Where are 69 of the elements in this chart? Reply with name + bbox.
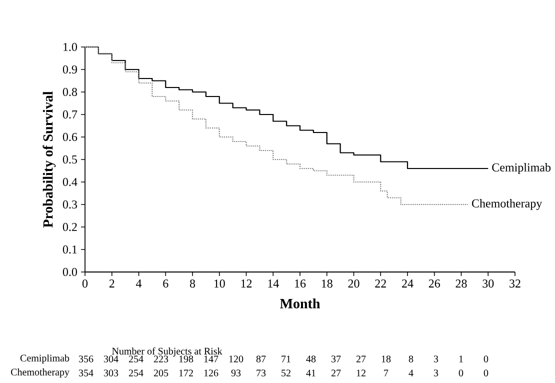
text: 27 xyxy=(331,370,341,376)
text: 73 xyxy=(256,370,266,376)
text: 223 xyxy=(154,356,168,362)
text: 198 xyxy=(179,356,194,362)
y-tick-label: 0.4 xyxy=(62,178,78,186)
x-tick-label: 24 xyxy=(402,280,414,288)
y-tick-label: 0.3 xyxy=(62,200,78,209)
x-tick-label: 18 xyxy=(322,280,332,288)
text: 304 xyxy=(104,356,118,362)
y-tick-label: 0.0 xyxy=(62,268,78,276)
text: Chemotherapy xyxy=(11,368,70,378)
text: Cemiplimab xyxy=(20,354,70,364)
y-tick-label: 0.5 xyxy=(62,155,78,164)
x-tick-label: 4 xyxy=(136,280,142,288)
text: 41 xyxy=(306,370,316,376)
x-axis-title: Month xyxy=(280,298,320,308)
x-tick-label: 2 xyxy=(109,280,114,288)
text: 147 xyxy=(204,356,218,362)
y-tick-label: 1.0 xyxy=(64,42,78,52)
text: 0 xyxy=(484,370,488,376)
x-tick-label: 30 xyxy=(482,280,494,288)
text: Number of Subjects at Risk xyxy=(112,347,222,357)
text: 4 xyxy=(408,370,414,376)
y-tick-label: 0.2 xyxy=(62,222,77,232)
text: 356 xyxy=(78,356,94,362)
text: 87 xyxy=(256,356,266,362)
x-tick-label: 32 xyxy=(510,280,520,288)
x-tick-label: 28 xyxy=(456,280,467,288)
text: 126 xyxy=(204,370,218,376)
text: 71 xyxy=(282,356,290,362)
text: 7 xyxy=(384,370,388,376)
x-tick-label: 0 xyxy=(82,280,88,288)
x-tick-label: 22 xyxy=(375,280,386,288)
x-tick-label: 26 xyxy=(428,280,440,288)
text: 1 xyxy=(459,356,463,362)
text: 3 xyxy=(434,356,438,362)
text: 3 xyxy=(434,370,438,376)
text: 254 xyxy=(128,356,144,362)
text: 0 xyxy=(458,370,464,376)
text: 37 xyxy=(331,356,341,362)
x-tick-label: 20 xyxy=(348,280,360,288)
x-tick-label: 8 xyxy=(190,280,196,288)
y-tick-label: 0.6 xyxy=(62,132,78,142)
text: 8 xyxy=(408,356,414,362)
x-tick-label: 6 xyxy=(163,280,168,288)
text: 0 xyxy=(484,356,488,362)
text: 27 xyxy=(356,356,366,362)
x-tick-label: 16 xyxy=(295,280,306,288)
y-axis-title: Probability of Survival xyxy=(42,91,56,228)
x-tick-label: 14 xyxy=(268,280,279,288)
text: 303 xyxy=(104,370,118,376)
text: 18 xyxy=(382,356,391,362)
y-tick-label: 0.1 xyxy=(62,245,77,254)
text: 354 xyxy=(78,370,94,376)
text: 52 xyxy=(282,370,290,376)
text: 172 xyxy=(179,370,193,376)
text: 254 xyxy=(128,370,144,376)
series-label: Cemiplimab xyxy=(492,163,551,174)
series-label: Chemotherapy xyxy=(472,199,542,210)
y-tick-label: 0.8 xyxy=(62,88,78,96)
text: 12 xyxy=(356,370,366,376)
x-tick-label: 10 xyxy=(214,280,225,288)
y-tick-label: 0.7 xyxy=(62,110,78,119)
text: 205 xyxy=(154,370,168,376)
text: 120 xyxy=(229,356,244,362)
text: 93 xyxy=(231,370,241,376)
x-tick-label: 12 xyxy=(241,280,252,288)
text: 48 xyxy=(306,356,316,362)
y-tick-label: 0.9 xyxy=(62,65,77,74)
